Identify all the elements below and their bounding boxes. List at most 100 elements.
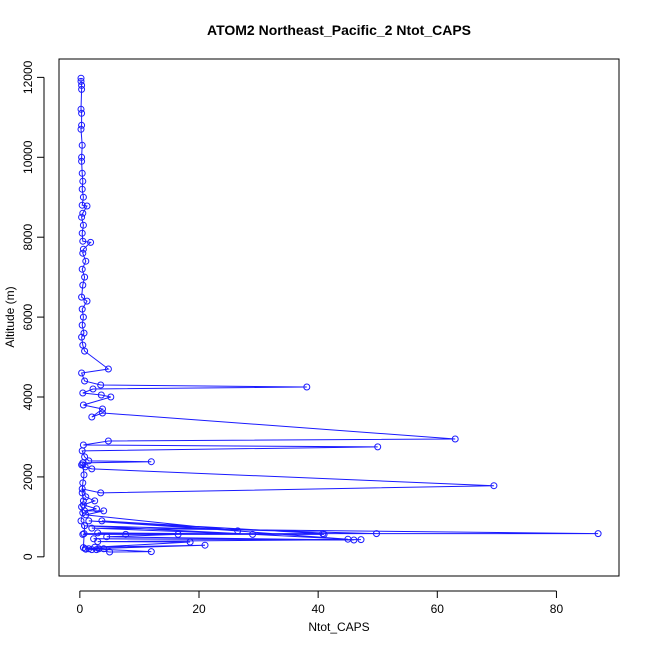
data-point [79,530,87,538]
data-point [451,435,459,443]
data-point [79,249,87,257]
data-point [79,177,87,185]
data-point [81,377,89,385]
data-point [78,213,86,221]
y-axis: 0 2000 4000 6000 8000 10000 12000 [21,60,45,560]
data-point [99,409,106,417]
data-point [87,238,95,246]
data-point [81,273,89,281]
data-point [374,443,382,451]
data-point [79,401,87,409]
data-point [79,313,87,321]
data-point [79,389,87,397]
data-point [97,391,105,399]
data-point [88,524,96,532]
data-point [99,405,106,413]
data-point [78,321,86,329]
data-point [319,530,327,538]
data-point [103,533,111,541]
data-point [78,201,86,209]
data-point [98,517,106,525]
y-tick-label-4: 8000 [21,224,35,251]
x-tick-label-2: 40 [311,602,325,616]
data-point [78,81,86,89]
data-point [104,437,112,445]
data-point [80,471,88,479]
data-point [78,157,86,165]
data-point [350,536,358,544]
data-point [85,457,93,465]
data-point [97,381,105,389]
data-point [79,461,87,469]
series-line-0 [80,78,599,553]
data-point [94,538,102,546]
data-point [147,458,155,466]
y-tick-label-0: 0 [21,553,35,560]
data-point [78,489,86,497]
data-point [94,529,102,537]
data-point [78,229,86,237]
data-point [79,193,87,201]
data-point [79,544,87,552]
data-point [122,530,130,538]
data-point [77,125,85,133]
data-point [95,545,103,553]
data-point [93,505,100,513]
data-point [78,85,86,93]
data-point [174,530,182,538]
series-group [77,74,602,556]
x-tick-label-0: 0 [77,602,84,616]
chart-title: ATOM2 Northeast_Pacific_2 Ntot_CAPS [207,22,471,38]
data-point [81,522,89,530]
data-point [78,121,86,129]
data-point [249,530,257,538]
data-point [100,507,108,515]
data-point [78,333,86,341]
data-point [88,413,96,421]
data-point [85,517,93,525]
data-point [83,202,91,210]
data-point [78,153,86,161]
data-point [147,548,155,556]
x-axis: 0 20 40 60 80 [77,590,564,616]
y-tick-label-2: 4000 [21,383,35,410]
data-point [490,482,498,490]
plot-area [58,58,620,577]
data-point [83,297,91,305]
data-point [303,383,311,391]
data-point [78,369,86,377]
data-point [78,109,86,117]
data-point [89,385,97,393]
data-point [78,293,86,301]
data-point [79,237,87,245]
data-point [97,489,105,497]
y-axis-label: Altitude (m) [3,286,17,347]
data-point [77,105,85,113]
data-point [77,74,85,82]
data-point [106,548,114,556]
data-point [79,497,87,505]
data-point [100,545,108,553]
data-point [81,347,89,355]
data-point [201,541,209,549]
data-point [373,530,380,538]
data-point [78,447,86,455]
data-point [78,141,86,149]
data-point [107,393,115,401]
y-tick-label-3: 6000 [21,303,35,330]
data-point [594,530,602,538]
data-point [82,257,90,265]
data-point [320,530,328,538]
data-point [78,265,86,273]
data-point [78,305,86,313]
data-point [357,536,365,544]
data-point [79,479,87,487]
data-point [79,281,87,289]
data-point [91,497,99,505]
x-tick-label-3: 60 [431,602,445,616]
y-tick-label-1: 2000 [21,463,35,490]
y-tick-label-5: 10000 [21,140,35,174]
data-point [79,221,87,229]
x-tick-label-4: 80 [550,602,564,616]
